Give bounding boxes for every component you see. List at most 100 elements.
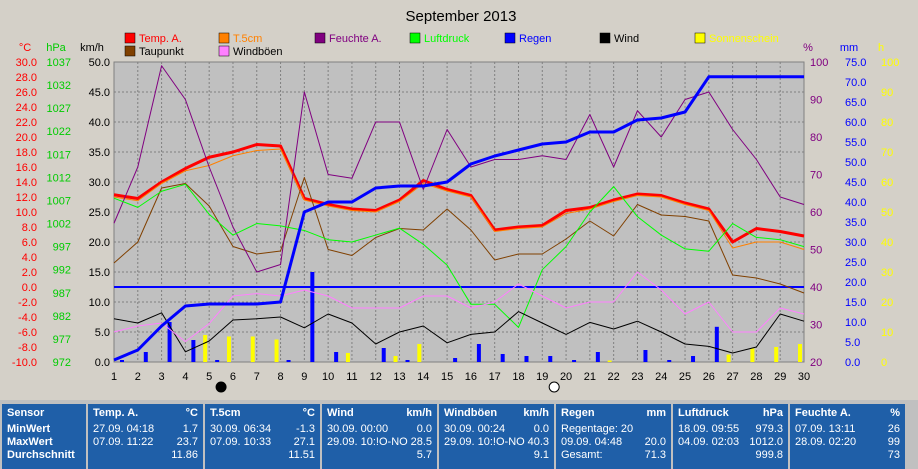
tick-kmh: 50.0 xyxy=(89,57,110,69)
summary-header: Temp. A. °C xyxy=(93,407,198,421)
summary-value: 27.1 xyxy=(293,436,315,448)
axis-label-percent: % xyxy=(803,42,813,54)
tick-mm: 40.0 xyxy=(845,197,866,209)
x-tick: 10 xyxy=(322,371,334,383)
summary-unit: hPa xyxy=(762,407,783,419)
summary-header: Luftdruck hPa xyxy=(678,407,783,421)
summary-unit: °C xyxy=(302,407,315,419)
summary-unit: mm xyxy=(646,407,666,419)
bar-regen xyxy=(286,360,291,362)
legend-label: Luftdruck xyxy=(424,33,470,45)
tick-celsius: 24.0 xyxy=(16,102,37,114)
tick-h: 50 xyxy=(881,207,893,219)
summary-avg: 71.3 xyxy=(644,449,666,461)
x-tick: 7 xyxy=(254,371,260,383)
legend-label: Feuchte A. xyxy=(329,33,382,45)
tick-celsius: -2.0 xyxy=(18,297,37,309)
summary-row: 27.09. 04:18 1.7 xyxy=(93,423,198,436)
legend-swatch xyxy=(124,45,136,57)
summary-cell-regen: Regen mm Regentage: 20 09.09. 04:48 20.0 Gesa… xyxy=(556,404,671,469)
x-tick: 8 xyxy=(277,371,283,383)
summary-value: 40.3 xyxy=(527,436,549,448)
axis-label-kmh: km/h xyxy=(80,42,104,54)
summary-name: T.5cm xyxy=(210,407,241,419)
series-t-5cm xyxy=(113,148,805,250)
summary-row: 07.09. 11:22 23.7 xyxy=(93,436,198,449)
x-tick: 25 xyxy=(679,371,691,383)
tick-celsius: 2.0 xyxy=(22,267,37,279)
legend-label: Wind xyxy=(614,33,639,45)
bar-regen xyxy=(643,350,648,362)
summary-value: 28.5 xyxy=(410,436,432,448)
x-tick: 27 xyxy=(726,371,738,383)
tick-celsius: -8.0 xyxy=(18,342,37,354)
tick-celsius: -6.0 xyxy=(18,327,37,339)
x-tick: 19 xyxy=(536,371,548,383)
bar-sonnenschein xyxy=(417,344,422,362)
summary-name: Windböen xyxy=(444,407,498,419)
bar-regen xyxy=(405,360,410,362)
summary-avg: 5.7 xyxy=(416,449,432,461)
summary-time: 29.09. 10:!O-NO xyxy=(327,436,408,448)
tick-h: 90 xyxy=(881,87,893,99)
tick-hpa: 982 xyxy=(53,311,71,323)
summary-value: 0.0 xyxy=(533,423,549,435)
legend-label: T.5cm xyxy=(233,33,262,45)
legend-swatch xyxy=(218,32,230,44)
axis-label-hpa: hPa xyxy=(46,42,66,54)
summary-header: Wind km/h xyxy=(327,407,432,421)
tick-h: 20 xyxy=(881,297,893,309)
summary-unit: km/h xyxy=(523,407,549,419)
summary-value: 99 xyxy=(887,436,900,448)
tick-h: 30 xyxy=(881,267,893,279)
bar-sonnenschein xyxy=(250,336,255,362)
summary-name: Wind xyxy=(327,407,354,419)
summary-value: 26 xyxy=(887,423,900,435)
bars-layer xyxy=(120,272,802,362)
legend-swatch xyxy=(504,32,516,44)
summary-header: Windböen km/h xyxy=(444,407,549,421)
tick-celsius: -4.0 xyxy=(18,312,37,324)
bar-regen xyxy=(453,358,458,362)
summary-row: 30.09. 06:34 -1.3 xyxy=(210,423,315,436)
x-tick: 3 xyxy=(159,371,165,383)
summary-row-avg: Gesamt: 71.3 xyxy=(561,449,666,462)
summary-time: 07.09. 13:11 xyxy=(795,423,856,435)
x-tick: 4 xyxy=(182,371,188,383)
summary-row: 28.09. 02:20 99 xyxy=(795,436,900,449)
tick-percent: 100 xyxy=(810,57,828,69)
summary-value: 23.7 xyxy=(176,436,198,448)
series-windb-en xyxy=(113,271,805,343)
tick-hpa: 1037 xyxy=(47,57,71,69)
tick-h: 80 xyxy=(881,117,893,129)
summary-time: 30.09. 00:24 xyxy=(444,423,506,435)
tick-h: 0 xyxy=(881,357,887,369)
legend-label: Windböen xyxy=(233,46,283,58)
summary-unit: % xyxy=(890,407,900,419)
summary-cell-luftdruck: Luftdruck hPa 18.09. 09:55 979.3 04.09. 02:0… xyxy=(673,404,788,469)
legend-label: Taupunkt xyxy=(139,46,184,58)
summary-panel: Sensor MinWert MaxWert Durchschnitt Temp. A.… xyxy=(0,400,918,469)
tick-mm: 70.0 xyxy=(845,77,866,89)
tick-mm: 75.0 xyxy=(845,57,866,69)
summary-row: 04.09. 02:03 1012.0 xyxy=(678,436,783,449)
x-tick: 20 xyxy=(560,371,572,383)
bar-regen xyxy=(215,360,220,362)
summary-avg-label: Gesamt: xyxy=(561,449,603,461)
tick-percent: 70 xyxy=(810,170,822,182)
summary-value: 20.0 xyxy=(644,436,666,448)
legend-swatch xyxy=(409,32,421,44)
tick-celsius: 8.0 xyxy=(22,222,37,234)
x-tick: 1 xyxy=(111,371,117,383)
series-regen xyxy=(113,75,804,362)
bar-regen xyxy=(381,348,386,362)
bar-sonnenschein xyxy=(798,344,802,362)
tick-kmh: 15.0 xyxy=(89,267,110,279)
tick-percent: 60 xyxy=(810,207,822,219)
series-taupunkt xyxy=(113,177,805,294)
axes-layer: 30.028.026.024.022.020.018.016.014.012.0… xyxy=(12,42,899,383)
bar-regen xyxy=(667,360,672,362)
bar-sonnenschein xyxy=(607,360,612,362)
tick-mm: 25.0 xyxy=(845,257,866,269)
tick-h: 10 xyxy=(881,327,893,339)
